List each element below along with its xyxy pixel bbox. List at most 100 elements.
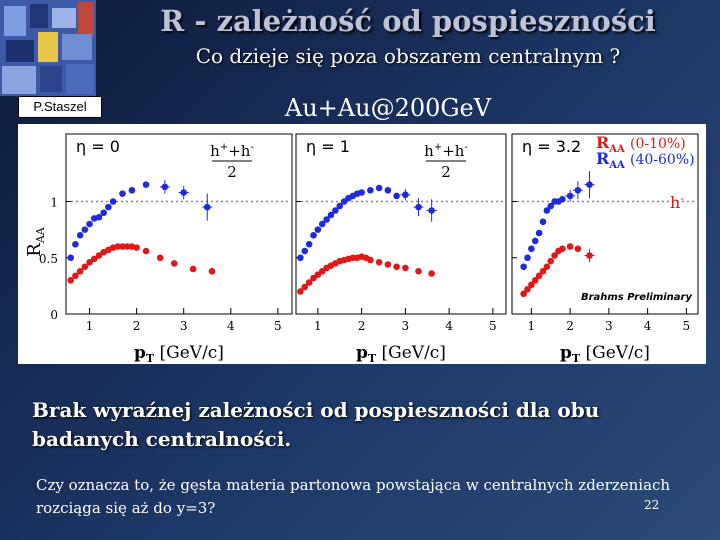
data-point	[95, 213, 103, 221]
data-point	[81, 226, 89, 233]
data-point	[535, 272, 543, 280]
data-point	[86, 220, 93, 228]
data-point	[528, 281, 535, 289]
raa-chart-svg: RAA 0 0.5 1 1 2 3 4 5 pT [GeV/c] η = 0 h++h- 2 1 2 3 4 5 p…	[24, 133, 699, 364]
data-point	[208, 267, 216, 275]
data-point	[81, 263, 89, 271]
data-point	[90, 255, 98, 263]
data-point	[574, 186, 582, 194]
data-point	[586, 252, 593, 259]
data-point	[393, 192, 400, 200]
data-point	[539, 218, 547, 226]
data-point	[559, 245, 566, 253]
data-point	[297, 254, 304, 262]
y-axis-label: RAA	[24, 226, 47, 257]
data-point	[520, 290, 527, 298]
x-axis-label: pT [GeV/c]	[134, 343, 224, 364]
data-point	[310, 231, 317, 239]
data-point	[520, 263, 527, 271]
data-point	[76, 231, 84, 239]
slide-subtitle: Co dzieje się poza obszarem centralnym ?	[195, 44, 621, 68]
data-point	[86, 258, 93, 266]
data-point	[543, 263, 551, 271]
legend-peripheral-text: (40-60%)	[630, 152, 695, 168]
particle-fraction-denominator: 2	[227, 163, 237, 181]
data-point	[551, 252, 558, 259]
data-point	[72, 272, 79, 280]
data-point	[402, 264, 409, 272]
data-point	[336, 202, 344, 210]
x-tick-label: 2	[566, 319, 574, 333]
data-point	[123, 243, 131, 250]
watermark-label: Brahms Preliminary	[581, 292, 693, 303]
x-tick-label: 5	[489, 319, 497, 333]
data-point	[95, 252, 103, 259]
slide-title: R - zależność od pospieszności	[160, 4, 656, 38]
author-label: P.Staszel	[18, 96, 102, 118]
data-point	[535, 229, 543, 237]
data-point	[327, 211, 335, 219]
data-point	[367, 256, 374, 264]
logo-image	[0, 0, 96, 96]
data-point	[189, 265, 197, 273]
x-tick-label: 3	[180, 319, 188, 333]
data-point	[119, 243, 126, 250]
panel-eta-label: η = 3.2	[522, 137, 581, 156]
data-point	[297, 288, 304, 295]
legend-particle-label: h-	[670, 192, 684, 212]
data-point	[301, 247, 309, 255]
x-tick-label: 4	[227, 319, 235, 333]
x-tick-label: 5	[683, 319, 691, 333]
particle-fraction-denominator: 2	[441, 163, 451, 181]
y-tick-label: 1	[50, 196, 58, 210]
data-point	[547, 202, 555, 210]
data-point	[119, 190, 126, 197]
data-point	[428, 207, 435, 214]
data-point	[72, 240, 79, 248]
panel-frame	[295, 133, 507, 315]
data-point	[375, 184, 383, 192]
data-point	[305, 240, 313, 248]
panel-eta-label: η = 0	[76, 137, 120, 156]
x-tick-label: 3	[605, 319, 613, 333]
data-point	[142, 247, 150, 255]
x-axis-label: pT [GeV/c]	[356, 343, 446, 364]
panel-eta-label: η = 1	[306, 137, 350, 156]
data-point	[367, 186, 374, 194]
x-tick-label: 3	[402, 319, 410, 333]
data-point	[142, 181, 150, 188]
data-point	[109, 198, 117, 205]
x-tick-label: 2	[358, 319, 366, 333]
slide-number: 22	[644, 498, 660, 512]
data-point	[323, 216, 330, 223]
data-point	[384, 186, 392, 194]
data-point	[161, 183, 169, 191]
legend-peripheral-label: RAA	[596, 149, 625, 171]
particle-fraction-numerator: h++h-	[424, 142, 468, 160]
data-point	[76, 267, 84, 275]
panel-frame	[511, 133, 699, 315]
data-point	[428, 270, 435, 277]
data-point	[318, 220, 326, 228]
x-tick-label: 1	[528, 319, 536, 333]
data-point	[528, 245, 535, 253]
data-point	[332, 207, 339, 214]
data-point	[586, 181, 593, 188]
data-point	[100, 209, 107, 217]
raa-figure: RAA 0 0.5 1 1 2 3 4 5 pT [GeV/c] η = 0 h++h- 2 1 2 3 4 5 p…	[18, 124, 706, 364]
data-point	[547, 257, 555, 265]
data-point	[531, 276, 539, 284]
panel-frame	[65, 133, 293, 315]
data-point	[543, 207, 551, 214]
data-point	[305, 279, 313, 286]
data-point	[559, 195, 566, 203]
data-point	[415, 267, 422, 275]
legend-central-label: RAA	[596, 133, 625, 155]
data-point	[128, 186, 136, 194]
data-point	[531, 237, 539, 245]
x-tick-label: 1	[86, 319, 94, 333]
y-tick-label: 0.5	[39, 252, 58, 266]
question-text: Czy oznacza to, że gęsta materia partono…	[36, 476, 671, 517]
data-point	[114, 243, 122, 250]
data-point	[384, 261, 392, 268]
